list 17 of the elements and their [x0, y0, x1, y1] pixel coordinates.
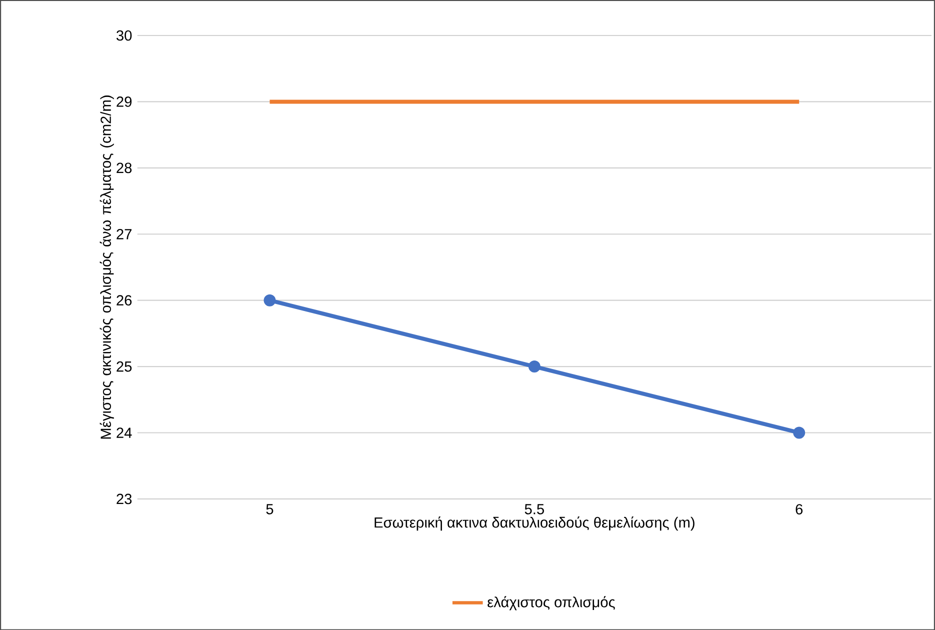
y-tick-label: 24 — [116, 427, 132, 438]
x-tick-label: 6 — [796, 504, 803, 514]
point — [793, 426, 806, 439]
y-tick-label: 25 — [116, 361, 132, 372]
y-tick-label: 28 — [116, 162, 132, 173]
y-axis-title: Μέγιστος ακτινικός οπλισμός άνω πέλματος (cm2/m) — [100, 95, 114, 438]
x-tick-label: 5.5 — [524, 504, 544, 514]
y-tick-label: 26 — [116, 294, 132, 306]
y-tick-label: 29 — [116, 96, 132, 107]
legend-label: ελάχιστος οπλισμός — [488, 596, 615, 610]
x-axis-title: Εσωτερική ακτινα δακτυλιοειδούς θεμελίωσης (m) — [374, 516, 694, 530]
y-tick-label: 23 — [116, 494, 132, 504]
point — [528, 360, 540, 372]
y-tick-label: 27 — [116, 228, 132, 240]
y-tick-label: 30 — [116, 30, 132, 41]
x-tick-label: 5 — [266, 504, 274, 514]
point — [264, 294, 276, 306]
